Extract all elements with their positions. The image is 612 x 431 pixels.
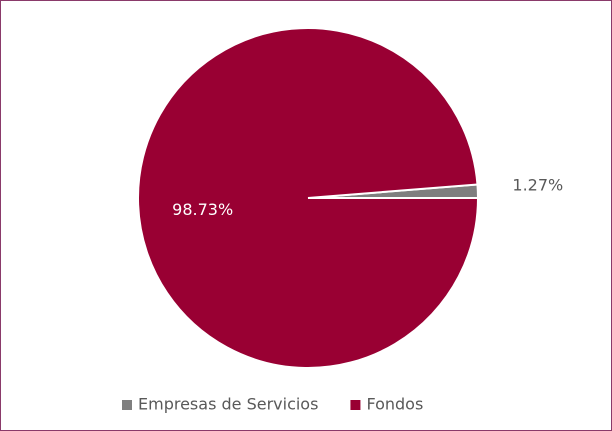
data-label: 98.73% (172, 200, 233, 219)
legend-swatch (350, 400, 361, 410)
legend-label: Empresas de Servicios (138, 395, 318, 414)
pie-slice (137, 27, 480, 369)
legend-label: Fondos (366, 395, 423, 414)
legend-swatch (122, 400, 132, 410)
data-label: 1.27% (512, 176, 563, 195)
